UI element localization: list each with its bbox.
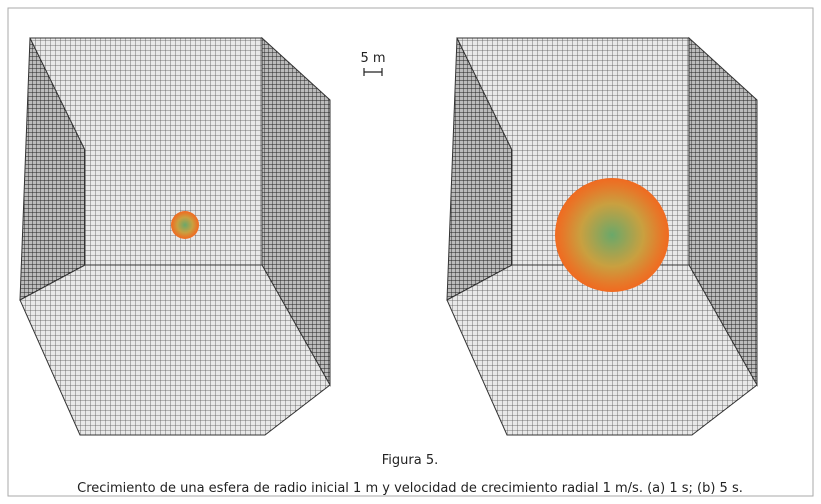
figure-label: Figura 5. [382, 453, 438, 468]
scale-label: 5 m [360, 51, 385, 66]
page: 5 m Figura 5. Crecimiento de una esfera … [0, 0, 821, 504]
scale-bar [364, 68, 382, 76]
cube-b [447, 38, 757, 435]
sphere [555, 178, 669, 292]
cube-a [20, 38, 330, 435]
figure-caption: Crecimiento de una esfera de radio inici… [77, 481, 743, 496]
sphere [171, 211, 199, 239]
figure: 5 m Figura 5. Crecimiento de una esfera … [0, 0, 821, 504]
